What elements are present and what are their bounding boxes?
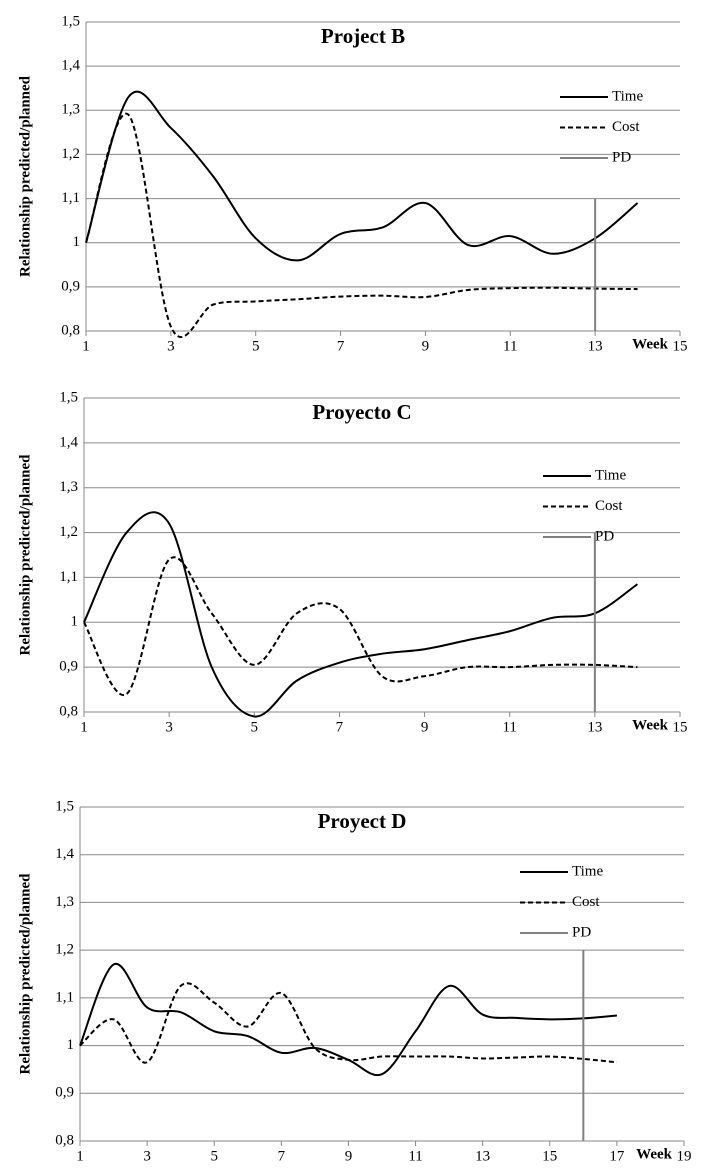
series-line xyxy=(83,511,639,718)
legend-label: PD xyxy=(595,528,614,544)
x-tick-label: 11 xyxy=(408,1148,422,1164)
y-tick-label: 1,2 xyxy=(61,146,80,162)
legend-label: Cost xyxy=(572,894,600,910)
legend-label: PD xyxy=(612,149,631,165)
y-tick-label: 1,4 xyxy=(59,434,78,450)
y-tick-label: 1,3 xyxy=(55,894,74,910)
y-tick-label: 1 xyxy=(71,614,79,630)
x-tick-label: 15 xyxy=(673,338,688,354)
x-tick-label: 1 xyxy=(76,1148,84,1164)
x-tick-label: 7 xyxy=(336,719,344,735)
y-tick-label: 0,8 xyxy=(59,703,78,719)
y-tick-label: 1,1 xyxy=(61,190,80,206)
y-tick-label: 1,5 xyxy=(61,13,80,29)
x-axis-label: Week xyxy=(632,717,668,733)
chart-title: Proyecto C xyxy=(312,400,411,424)
x-tick-label: 15 xyxy=(542,1148,557,1164)
y-tick-label: 1 xyxy=(67,1037,75,1053)
y-tick-label: 0,9 xyxy=(55,1085,74,1101)
x-tick-label: 11 xyxy=(503,338,517,354)
y-tick-label: 1,3 xyxy=(59,479,78,495)
x-tick-label: 3 xyxy=(167,338,175,354)
series-line xyxy=(79,962,617,1077)
y-tick-label: 1,5 xyxy=(59,389,78,405)
x-tick-label: 19 xyxy=(677,1148,692,1164)
legend-label: Cost xyxy=(595,498,623,514)
y-tick-label: 1,4 xyxy=(61,58,80,74)
y-tick-label: 0,8 xyxy=(61,322,80,338)
y-tick-label: 1,3 xyxy=(61,102,80,118)
y-tick-label: 0,8 xyxy=(55,1132,74,1148)
x-tick-label: 5 xyxy=(210,1148,218,1164)
x-tick-label: 9 xyxy=(421,719,429,735)
x-tick-label: 9 xyxy=(345,1148,353,1164)
series-line xyxy=(79,982,617,1064)
x-tick-label: 11 xyxy=(502,719,516,735)
series-line xyxy=(83,556,638,697)
chart-title: Project B xyxy=(321,24,405,48)
y-axis-label: Relationship predicted/planned xyxy=(17,75,33,277)
x-tick-label: 13 xyxy=(588,338,603,354)
y-axis-label: Relationship predicted/planned xyxy=(17,873,33,1075)
legend-label: Cost xyxy=(612,119,640,135)
x-tick-label: 3 xyxy=(143,1148,151,1164)
x-tick-label: 13 xyxy=(587,719,602,735)
x-tick-label: 1 xyxy=(82,338,90,354)
y-axis-label: Relationship predicted/planned xyxy=(17,454,33,656)
subplot: 0,80,911,11,21,31,41,51 3 5 7 9 11 13 15 17 19Pro… xyxy=(17,798,691,1164)
x-tick-label: 15 xyxy=(673,719,688,735)
y-tick-label: 1,2 xyxy=(59,524,78,540)
y-tick-label: 1 xyxy=(73,234,81,250)
x-tick-label: 7 xyxy=(278,1148,286,1164)
subplot: 0,80,911,11,21,31,41,51 3 5 7 9 11 13 15Project… xyxy=(17,13,687,354)
y-tick-label: 1,5 xyxy=(55,798,74,814)
legend-label: Time xyxy=(572,863,603,879)
subplot: 0,80,911,11,21,31,41,51 3 5 7 9 11 13 15Proyect… xyxy=(17,389,687,735)
series-line xyxy=(85,90,639,262)
x-tick-label: 9 xyxy=(422,338,430,354)
y-tick-label: 0,9 xyxy=(59,659,78,675)
x-tick-label: 1 xyxy=(80,719,88,735)
chart-title: Proyect D xyxy=(318,809,407,833)
y-tick-label: 1,4 xyxy=(55,846,74,862)
legend-label: Time xyxy=(612,88,643,104)
y-tick-label: 0,9 xyxy=(61,278,80,294)
y-tick-label: 1,1 xyxy=(55,989,74,1005)
x-tick-label: 17 xyxy=(609,1148,625,1164)
x-tick-label: 13 xyxy=(475,1148,490,1164)
x-axis-label: Week xyxy=(636,1146,672,1162)
x-tick-label: 3 xyxy=(165,719,173,735)
y-tick-label: 1,2 xyxy=(55,942,74,958)
x-tick-label: 5 xyxy=(251,719,259,735)
legend-label: Time xyxy=(595,467,626,483)
x-tick-label: 7 xyxy=(337,338,345,354)
series-line xyxy=(85,112,638,338)
y-tick-label: 1,1 xyxy=(59,569,78,585)
x-tick-label: 5 xyxy=(252,338,260,354)
legend-label: PD xyxy=(572,924,591,940)
x-axis-label: Week xyxy=(632,336,668,352)
